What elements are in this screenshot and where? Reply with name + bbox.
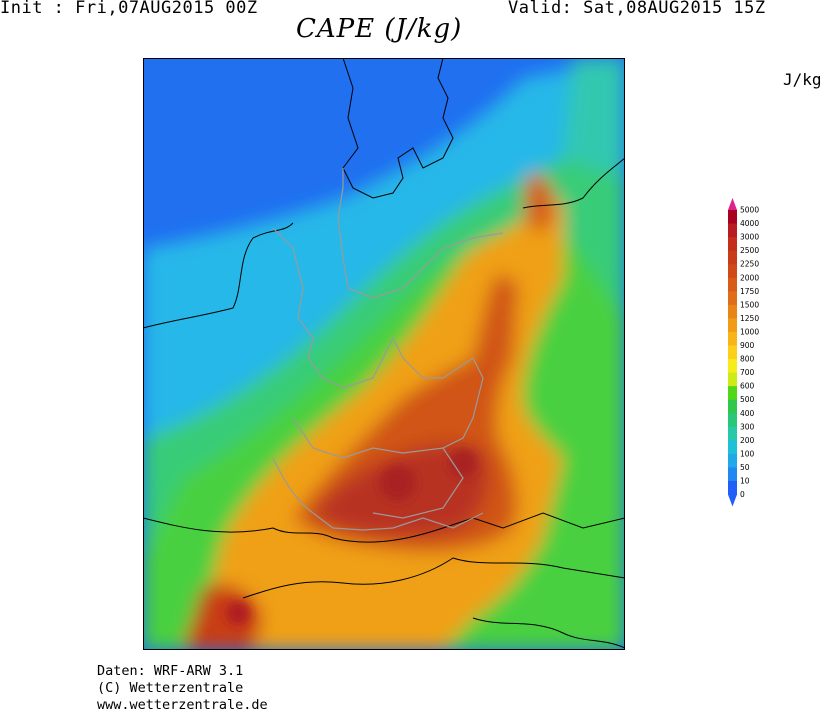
colorbar-level-label: 400 [740,409,755,418]
colorbar-swatch [728,318,737,333]
colorbar-level-label: 4000 [740,219,759,228]
colorbar-swatch [728,264,737,279]
coastlines [143,58,625,649]
colorbar-level-label: 100 [740,449,755,458]
map-frame [143,58,625,650]
colorbar-level-label: 3000 [740,233,759,242]
colorbar-bottom-cap [728,494,737,507]
colorbar-swatch [728,453,737,468]
country-borders [272,168,504,531]
colorbar-swatch [728,237,737,252]
colorbar-swatch [728,331,737,346]
colorbar-top-cap [728,198,737,210]
cape-maximum [380,465,416,501]
colorbar-level-label: 50 [740,463,750,472]
cape-maximum-2 [449,449,477,477]
colorbar-level-label: 500 [740,395,755,404]
colorbar-level-label: 600 [740,382,755,391]
unit-label: J/kg [783,70,822,89]
init-time-label: Init : Fri,07AUG2015 00Z [0,0,258,18]
map-title: CAPE (J/kg) [296,14,463,44]
colorbar-swatch [728,359,737,374]
cape-colorbar: 5000400030002500225020001750150012501000… [728,198,759,507]
colorbar-level-label: 1250 [740,314,759,323]
colorbar-swatch [728,413,737,428]
valid-time-label: Valid: Sat,08AUG2015 15Z [508,0,766,18]
colorbar-swatch [728,277,737,292]
colorbar-level-label: 800 [740,355,755,364]
colorbar-swatch [728,440,737,455]
colorbar-swatch [728,345,737,360]
colorbar-level-label: 10 [740,477,750,486]
colorbar-level-label: 1500 [740,300,759,309]
credit-website: www.wetterzentrale.de [97,697,268,713]
colorbar-level-label: 200 [740,436,755,445]
colorbar-swatch [728,426,737,441]
colorbar-level-label: 900 [740,341,755,350]
colorbar-level-label: 2250 [740,260,759,269]
colorbar-swatch [728,250,737,265]
colorbar-swatch [728,291,737,306]
cape-maximum-3 [226,601,250,625]
colorbar-swatch [728,467,737,482]
colorbar-level-label: 2500 [740,246,759,255]
colorbar-swatch [728,223,737,238]
credit-copyright: (C) Wetterzentrale [97,680,244,696]
colorbar-swatch [728,481,737,496]
colorbar-level-label: 1750 [740,287,759,296]
colorbar-swatch [728,372,737,387]
colorbar-swatch [728,304,737,319]
colorbar-level-label: 700 [740,368,755,377]
colorbar-swatch [728,210,737,225]
high-cape-northeast [524,174,555,232]
cape-map [143,58,625,650]
colorbar-level-label: 5000 [740,206,759,215]
colorbar-swatch [728,399,737,414]
credit-model: Daten: WRF-ARW 3.1 [97,663,244,679]
colorbar-swatch [728,386,737,401]
colorbar-level-label: 0 [740,490,745,499]
high-cape-southwest [183,584,263,650]
colorbar-level-label: 300 [740,422,755,431]
colorbar-level-label: 1000 [740,327,759,336]
colorbar-level-label: 2000 [740,273,759,282]
